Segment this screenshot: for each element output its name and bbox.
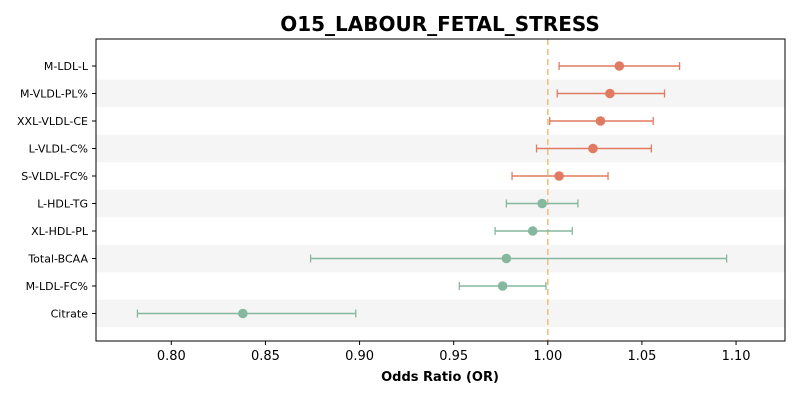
y-tick-label: XXL-VLDL-CE xyxy=(17,115,88,128)
or-point xyxy=(554,171,564,181)
x-tick-label: 0.95 xyxy=(439,349,468,364)
y-tick-label: M-LDL-FC% xyxy=(26,280,88,293)
row-bands xyxy=(96,79,785,328)
row-band xyxy=(96,189,785,218)
or-point xyxy=(238,308,248,319)
y-tick-label: XL-HDL-PL xyxy=(31,225,89,238)
chart-title: O15_LABOUR_FETAL_STRESS xyxy=(280,12,600,36)
y-tick-label: S-VLDL-FC% xyxy=(21,170,88,183)
y-tick-label: M-VLDL-PL% xyxy=(20,88,88,101)
or-point xyxy=(527,226,538,236)
x-tick-label: 0.90 xyxy=(345,349,374,364)
plot-frame xyxy=(95,38,786,342)
or-point xyxy=(537,198,547,209)
or-point xyxy=(501,253,512,264)
y-tick-label: L-VLDL-C% xyxy=(29,143,88,156)
x-tick-label: 1.10 xyxy=(722,349,751,364)
y-tick-label: Total-BCAA xyxy=(27,253,88,266)
x-axis-label: Odds Ratio (OR) xyxy=(381,370,499,385)
or-point xyxy=(605,88,615,99)
x-tick-label: 1.05 xyxy=(627,349,656,364)
x-tick-label: 1.00 xyxy=(533,349,562,364)
x-tick-label: 0.80 xyxy=(157,349,186,364)
y-tick-label: Citrate xyxy=(51,308,89,321)
y-tick-label: M-LDL-L xyxy=(44,60,89,73)
row-band xyxy=(96,79,785,108)
or-point xyxy=(588,143,598,154)
y-tick-label: L-HDL-TG xyxy=(37,198,88,211)
axes: M-LDL-L M-VLDL-PL% XXL-VLDL-CE L-VLDL-C% S-V… xyxy=(17,38,786,364)
or-point xyxy=(614,61,625,71)
data-marks xyxy=(136,61,728,319)
x-tick-label: 0.85 xyxy=(251,349,280,364)
or-point xyxy=(497,281,508,291)
row-band xyxy=(96,134,785,163)
or-point xyxy=(595,116,606,126)
